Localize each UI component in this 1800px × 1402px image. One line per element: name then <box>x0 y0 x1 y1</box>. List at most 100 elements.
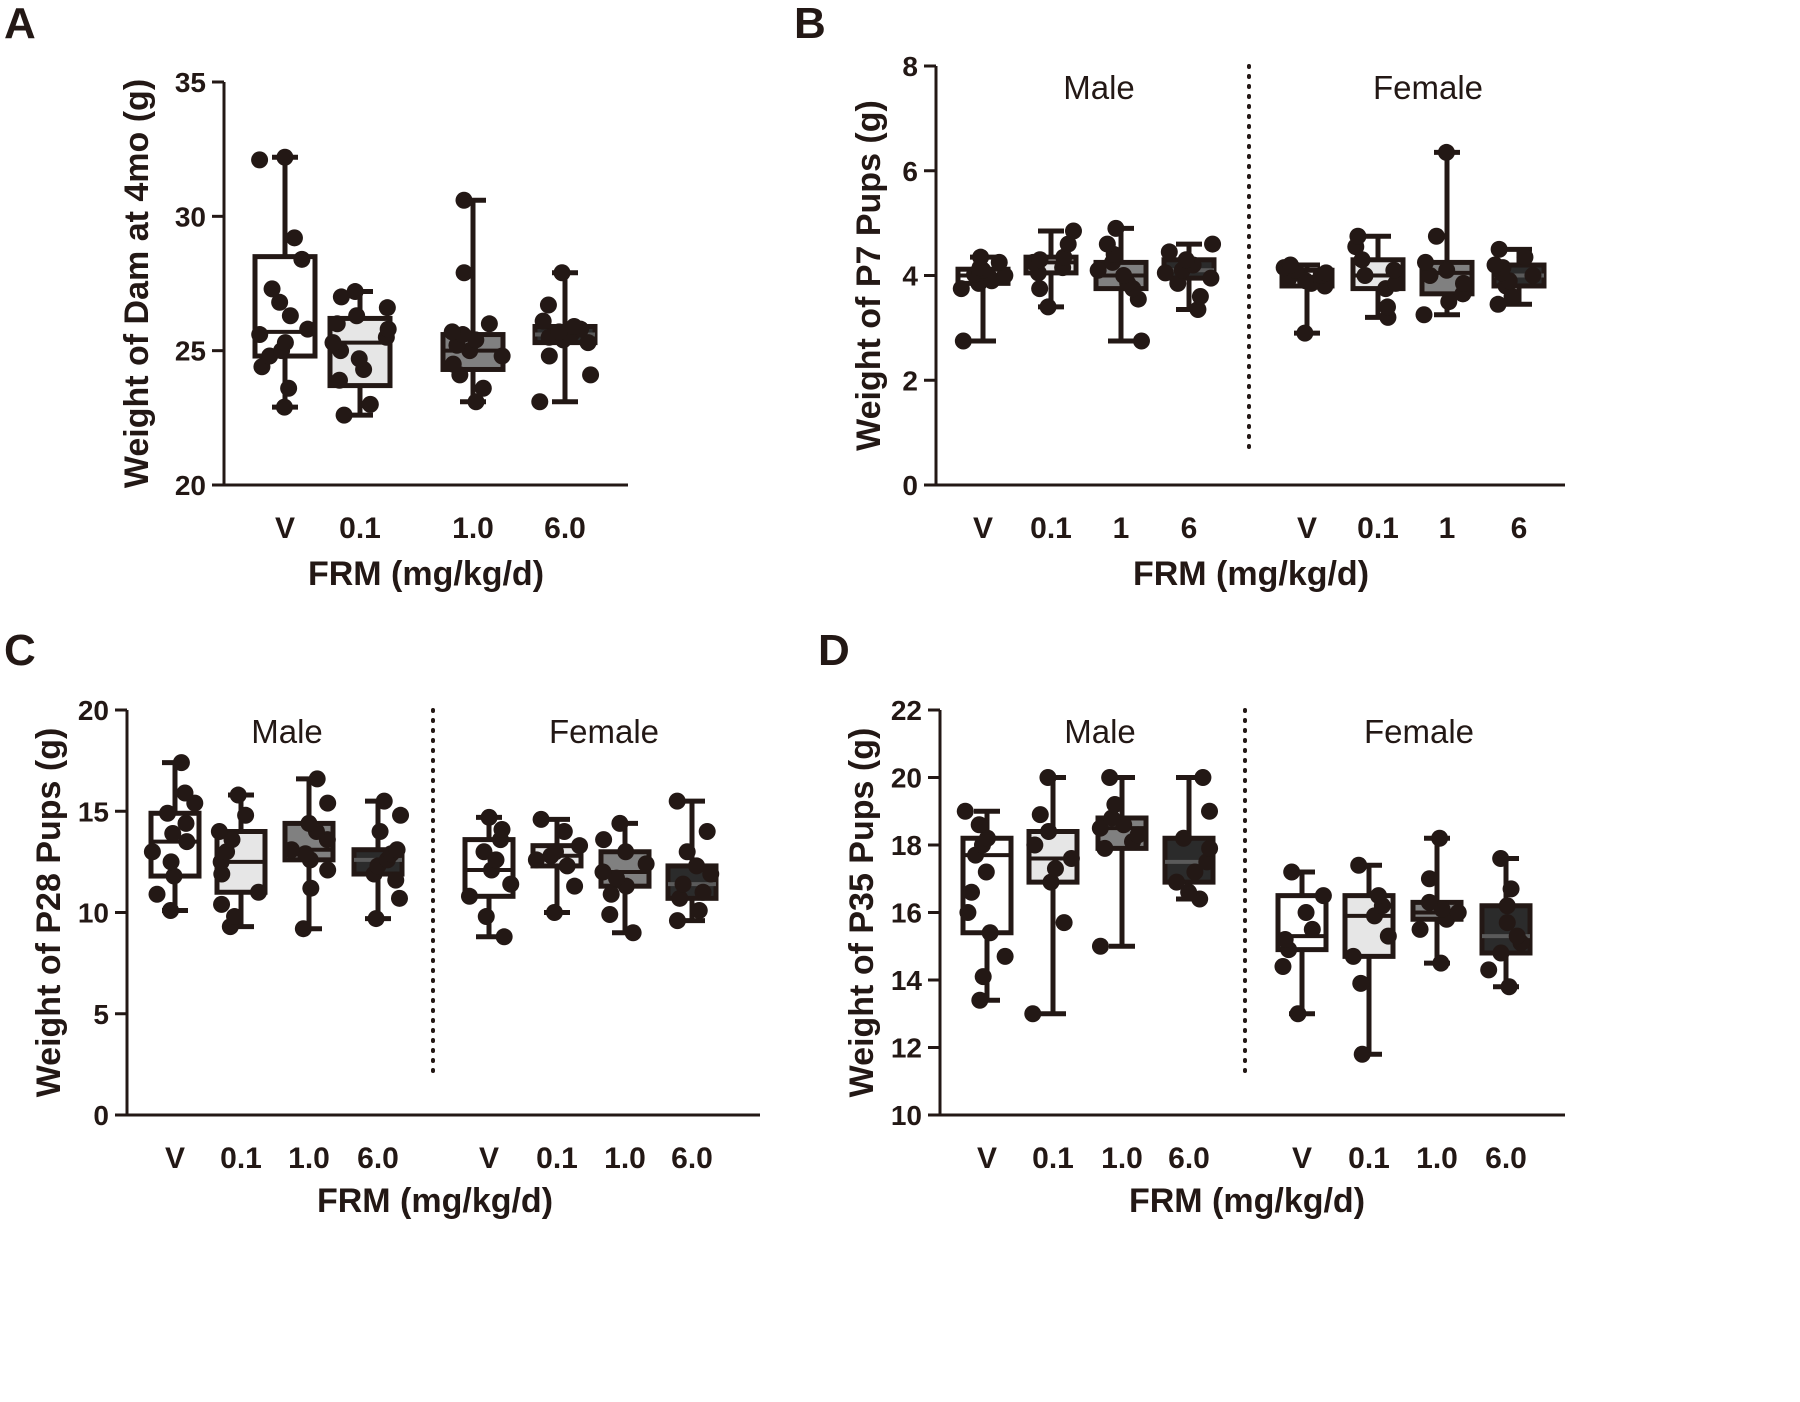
box-0-1: 0.1 <box>1342 856 1397 1175</box>
box-1-0: 1.0 <box>440 191 511 545</box>
data-point <box>1175 829 1193 847</box>
box-1-0: 1.0 <box>282 770 337 1175</box>
y-axis-title: Weight of P35 Pups (g) <box>843 728 881 1098</box>
data-point <box>1026 836 1044 854</box>
panel-letter: B <box>794 0 826 48</box>
panel-letter: C <box>4 626 36 675</box>
data-point <box>545 904 563 921</box>
x-category-label: 1.0 <box>452 512 494 545</box>
data-point <box>1387 274 1405 292</box>
data-point <box>300 814 318 832</box>
data-point <box>974 968 992 986</box>
data-point <box>963 883 981 901</box>
data-point <box>275 398 293 416</box>
data-point <box>1370 887 1388 905</box>
data-point <box>970 816 988 834</box>
data-point <box>668 912 686 930</box>
data-point <box>977 863 995 881</box>
data-point <box>1031 806 1049 824</box>
data-point <box>378 299 396 317</box>
data-point <box>1379 927 1397 945</box>
y-tick-label: 16 <box>891 898 922 929</box>
group-label-male: Male <box>1064 713 1136 750</box>
data-point <box>1091 819 1109 837</box>
data-point <box>1385 261 1403 279</box>
data-point <box>531 393 549 411</box>
data-point <box>1502 880 1520 898</box>
data-point <box>1480 961 1498 979</box>
x-category-label: 1.0 <box>1416 1142 1458 1175</box>
x-category-label: 6 <box>1511 512 1528 545</box>
x-category-label: V <box>1292 1142 1312 1175</box>
panel-letter: D <box>818 626 850 675</box>
data-point <box>1437 143 1455 161</box>
y-tick-label: 8 <box>902 51 918 82</box>
data-point <box>1421 267 1439 284</box>
data-point <box>367 910 385 928</box>
data-point <box>1490 240 1508 258</box>
x-category-label: 0.1 <box>1357 512 1399 545</box>
data-point <box>1508 927 1526 945</box>
data-point <box>176 784 194 802</box>
box-6-0: 6.0 <box>665 792 720 1175</box>
data-point <box>532 810 550 828</box>
group-label-male: Male <box>1063 69 1135 106</box>
data-point <box>555 823 573 840</box>
data-point <box>1129 826 1147 844</box>
data-point <box>474 379 492 397</box>
data-point <box>460 887 478 905</box>
data-point <box>1156 264 1174 282</box>
data-point <box>990 253 1008 271</box>
y-tick-label: 5 <box>93 999 109 1030</box>
x-category-label: V <box>275 512 295 545</box>
data-point <box>475 843 493 861</box>
data-point <box>213 895 231 913</box>
data-point <box>1438 261 1456 279</box>
y-tick-label: 22 <box>891 695 922 726</box>
data-point <box>694 883 712 901</box>
data-point <box>1064 222 1082 240</box>
data-point <box>480 315 498 333</box>
data-point <box>148 885 166 903</box>
data-point <box>467 393 485 411</box>
data-point <box>493 347 511 365</box>
group-label-female: Female <box>1373 69 1483 106</box>
data-point <box>565 317 583 335</box>
box-V: V <box>1274 863 1332 1175</box>
data-point <box>1454 274 1472 292</box>
x-category-label: 6.0 <box>1485 1142 1527 1175</box>
x-category-label: 1.0 <box>288 1142 330 1175</box>
x-category-label: V <box>977 1142 997 1175</box>
group-label-female: Female <box>549 713 659 750</box>
data-point <box>172 754 190 772</box>
y-tick-label: 35 <box>175 67 206 98</box>
y-tick-label: 12 <box>891 1033 922 1064</box>
x-axis-title: FRM (mg/kg/d) <box>1133 555 1369 593</box>
data-point <box>164 825 182 843</box>
data-point <box>1168 873 1186 891</box>
x-category-label: 0.1 <box>339 512 381 545</box>
data-point <box>1042 873 1060 891</box>
data-point <box>226 908 244 926</box>
data-point <box>546 843 564 861</box>
data-point <box>1498 914 1516 932</box>
data-point <box>1089 261 1107 279</box>
y-tick-label: 10 <box>78 898 109 929</box>
data-point <box>392 806 410 824</box>
data-point <box>1107 219 1125 237</box>
data-point <box>1486 256 1504 274</box>
data-point <box>332 288 350 306</box>
data-point <box>319 861 337 879</box>
data-point <box>571 837 589 855</box>
data-point <box>361 395 379 413</box>
data-point <box>668 792 686 810</box>
y-tick-label: 4 <box>902 261 918 292</box>
data-point <box>162 901 180 919</box>
data-point <box>540 347 558 365</box>
group-label-female: Female <box>1364 713 1474 750</box>
data-point <box>1202 269 1220 287</box>
data-point <box>1344 947 1362 965</box>
data-point <box>296 845 314 863</box>
panel-d: D 10 12 14 16 18 20 22 Weight of P35 Pups (g) FRM… <box>818 626 1565 1220</box>
box-V: V <box>1275 256 1335 545</box>
